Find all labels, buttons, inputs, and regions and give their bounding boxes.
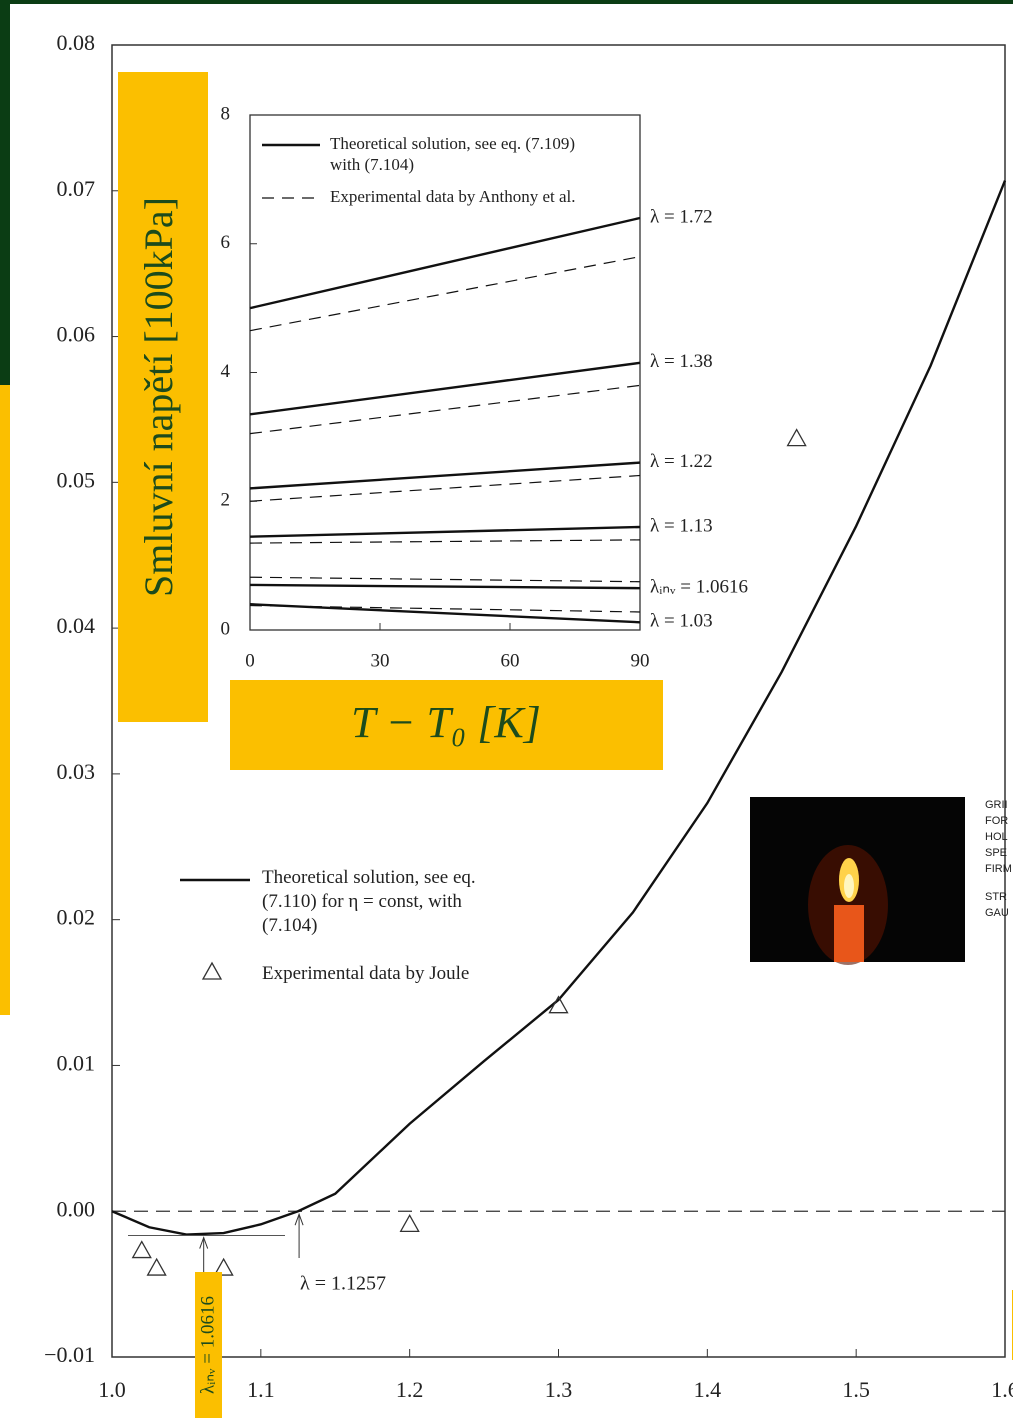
x-tick-label: 60: [501, 650, 520, 671]
cropped-text: STR: [985, 891, 1007, 903]
x-tick-label: 1.2: [396, 1377, 424, 1402]
x-tick-label: 1.4: [694, 1377, 722, 1402]
x-tick-label: 1.3: [545, 1377, 573, 1402]
y-tick-label: 0.07: [57, 176, 96, 201]
y-tick-label: 8: [221, 103, 231, 124]
y-tick-label: 0.03: [57, 759, 96, 784]
legend-text: Theoretical solution, see eq. (7.109) wi…: [330, 133, 585, 176]
legend-text: Experimental data by Joule: [262, 962, 492, 986]
x-tick-label: 1.5: [842, 1377, 870, 1402]
y-tick-label: 0.06: [57, 322, 96, 347]
legend-text: Theoretical solution, see eq. (7.110) fo…: [262, 866, 522, 937]
y-axis-label: Smluvní napětí [100kPa]: [136, 197, 181, 597]
slide: −0.01 0.00 0.01 0.02 0.03 0.04 0.05 0.06 0.07 0.0…: [0, 0, 1013, 1418]
curve-label: λ = 1.72: [650, 206, 713, 227]
curve-label: λ = 1.13: [650, 515, 713, 536]
x-tick-label: 1.6: [991, 1377, 1013, 1402]
joule-point: [148, 1259, 166, 1275]
y-tick-label: 6: [221, 232, 231, 253]
y-tick-label: 0.08: [57, 30, 96, 55]
y-tick-label: −0.01: [44, 1342, 95, 1367]
cropped-text: HOL: [985, 831, 1008, 843]
curve-label: λᵢₙᵥ = 1.0616: [650, 577, 748, 598]
joule-point: [401, 1215, 419, 1231]
y-tick-label: 0.05: [57, 467, 96, 492]
x-tick-label: 1.1: [247, 1377, 275, 1402]
y-tick-label: 0.02: [57, 905, 96, 930]
chart: −0.01 0.00 0.01 0.02 0.03 0.04 0.05 0.06 0.07 0.0…: [0, 0, 1013, 1418]
cropped-text: FIRM: [985, 863, 1012, 875]
candle-body: [834, 905, 864, 962]
joule-point: [788, 430, 806, 446]
y-tick-label: 4: [221, 361, 231, 382]
y-tick-label: 0: [221, 618, 231, 639]
curve-label: λ = 1.38: [650, 351, 713, 372]
side-band: [0, 385, 10, 1015]
x-tick-label: 30: [371, 650, 390, 671]
x-axis-label: T − T₀ [K]: [351, 698, 541, 747]
y-tick-label: 2: [221, 490, 231, 511]
side-band: [0, 0, 10, 385]
joule-point: [133, 1242, 151, 1258]
y-tick-label: 0.04: [57, 613, 96, 638]
legend-marker: [203, 963, 221, 979]
annotation-label: λ = 1.1257: [300, 1273, 386, 1295]
legend-text: Experimental data by Anthony et al.: [330, 186, 585, 207]
candle-flame-core: [844, 874, 854, 898]
cropped-text: GRII: [985, 799, 1008, 811]
annotation-label: λᵢₙᵥ = 1.0616: [197, 1296, 218, 1394]
x-tick-label: 0: [245, 650, 255, 671]
x-tick-label: 90: [631, 650, 650, 671]
curve-label: λ = 1.22: [650, 451, 713, 472]
y-tick-label: 0.01: [57, 1050, 96, 1075]
cropped-text: GAU: [985, 907, 1009, 919]
y-tick-label: 0.00: [57, 1196, 96, 1221]
cropped-text: SPE: [985, 847, 1007, 859]
top-border: [0, 0, 1013, 4]
x-tick-label: 1.0: [98, 1377, 126, 1402]
curve-label: λ = 1.03: [650, 611, 713, 632]
cropped-text: FOR: [985, 815, 1008, 827]
